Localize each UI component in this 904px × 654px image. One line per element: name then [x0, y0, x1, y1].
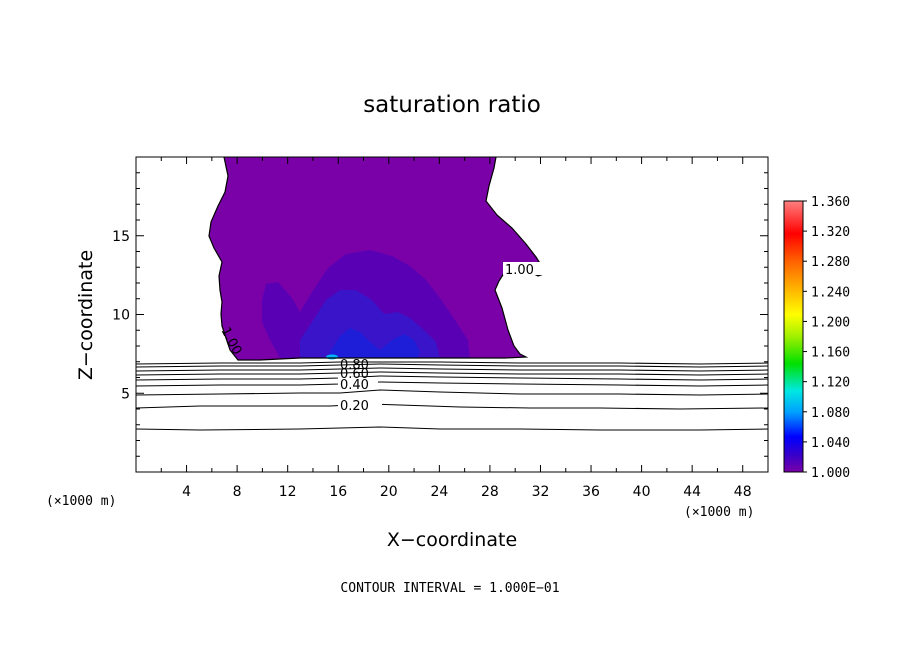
contour-line — [136, 367, 768, 372]
cloud-peak-spot — [326, 354, 338, 360]
y-axis-label: Z−coordinate — [75, 250, 97, 380]
x-tick-label: 12 — [279, 484, 297, 500]
contour-line — [136, 426, 768, 431]
contour-label-1-00-right: 1.00 — [505, 263, 534, 278]
contour-line — [136, 389, 768, 396]
y-tick-label: 5 — [121, 386, 130, 402]
colorbar-tick-label: 1.000 — [811, 466, 850, 481]
contour-line — [136, 381, 768, 387]
y-tick-label: 15 — [112, 229, 130, 245]
contour-label-0-20: 0.20 — [340, 399, 369, 414]
x-tick-label: 36 — [582, 484, 600, 500]
colorbar: 1.360 1.320 1.280 1.240 1.200 1.160 1.120 1.080… — [783, 195, 850, 481]
x-unit-left: (×1000 m) — [46, 494, 116, 509]
contour-line — [136, 403, 768, 410]
x-tick-label: 4 — [182, 484, 191, 500]
x-tick-label: 24 — [430, 484, 448, 500]
colorbar-ticks: 1.360 1.320 1.280 1.240 1.200 1.160 1.120 1.080… — [803, 195, 850, 481]
contour-line — [136, 371, 768, 376]
x-axis: 4 8 12 16 20 24 28 32 36 40 44 48 — [160, 157, 752, 500]
x-tick-label: 32 — [532, 484, 550, 500]
contour-label-0-80: 0.80 — [340, 358, 369, 373]
chart-title: saturation ratio — [363, 92, 541, 118]
colorbar-tick-label: 1.360 — [811, 195, 850, 210]
colorbar-tick-label: 1.040 — [811, 436, 850, 451]
contour-label-0-60: 0.60 — [340, 367, 369, 382]
x-tick-label: 28 — [481, 484, 499, 500]
contour-line — [136, 363, 768, 368]
x-axis-label: X−coordinate — [387, 529, 517, 551]
colorbar-tick-label: 1.160 — [811, 346, 850, 361]
x-tick-label: 16 — [329, 484, 347, 500]
colorbar-tick-label: 1.280 — [811, 255, 850, 270]
y-axis: 5 10 15 — [112, 172, 768, 457]
contour-lines — [136, 361, 768, 431]
colorbar-gradient — [783, 200, 804, 473]
y-tick-label: 10 — [112, 308, 130, 324]
colorbar-tick-label: 1.120 — [811, 376, 850, 391]
x-unit-right: (×1000 m) — [684, 505, 754, 520]
x-tick-label: 40 — [633, 484, 651, 500]
plot-area: 0.20 0.40 0.60 0.80 1.00 1.00 — [136, 157, 768, 431]
contour-label-0-40: 0.40 — [340, 378, 369, 393]
colorbar-tick-label: 1.240 — [811, 285, 850, 300]
contour-line — [136, 361, 768, 365]
contour-line — [136, 375, 768, 381]
x-tick-label: 44 — [683, 484, 701, 500]
colorbar-tick-label: 1.320 — [811, 225, 850, 240]
cloud-core-layer — [330, 328, 420, 358]
x-tick-label: 20 — [380, 484, 398, 500]
colorbar-tick-label: 1.080 — [811, 406, 850, 421]
contour-interval-note: CONTOUR INTERVAL = 1.000E−01 — [340, 581, 559, 596]
x-tick-label: 48 — [734, 484, 752, 500]
x-tick-label: 8 — [233, 484, 242, 500]
colorbar-tick-label: 1.200 — [811, 315, 850, 330]
contour-1-00-line — [208, 157, 545, 361]
